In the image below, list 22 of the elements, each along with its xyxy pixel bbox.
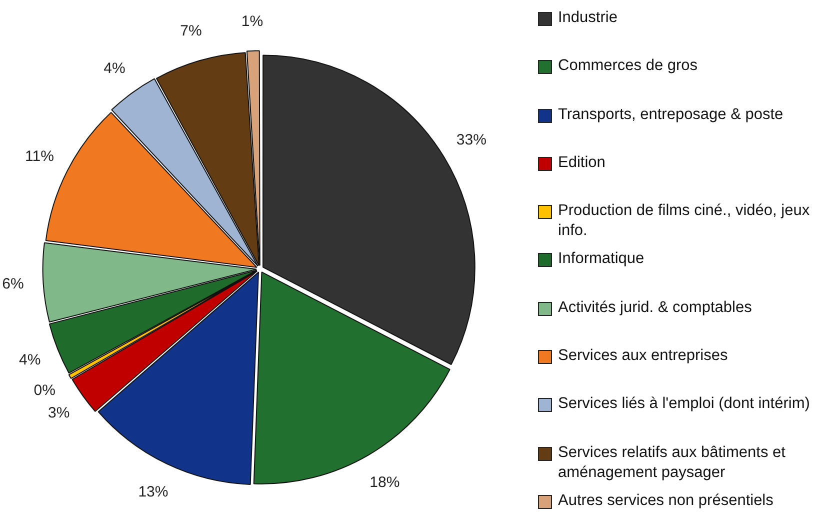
- legend-label: Edition: [558, 152, 606, 173]
- legend-label: Transports, entreposage & poste: [558, 104, 784, 125]
- legend-label: Services liés à l'emploi (dont intérim): [558, 394, 810, 414]
- data-label: 3%: [48, 404, 70, 422]
- legend-label: Commerces de gros: [558, 56, 698, 76]
- data-label: 18%: [370, 474, 400, 491]
- data-label: 33%: [456, 131, 486, 148]
- data-label: 13%: [138, 483, 168, 500]
- data-label: 11%: [25, 148, 54, 165]
- legend-label: Informatique: [558, 249, 644, 270]
- data-label: 7%: [180, 22, 202, 40]
- legend-label: Production de films ciné., vidéo, jeux info.: [558, 201, 811, 242]
- legend-label: Services aux entreprises: [558, 346, 728, 366]
- data-label: 4%: [19, 351, 41, 368]
- legend-label: Industrie: [558, 8, 618, 28]
- legend-label: Activités jurid. & comptables: [558, 298, 752, 318]
- data-label: 6%: [2, 276, 24, 293]
- legend-label: Services relatifs aux bâtiments et aménagement paysager: [558, 442, 786, 483]
- legend-label: Autres services non présentiels: [558, 490, 774, 511]
- data-label: 0%: [34, 382, 56, 400]
- data-label: 4%: [104, 60, 126, 77]
- data-label: 1%: [241, 12, 264, 30]
